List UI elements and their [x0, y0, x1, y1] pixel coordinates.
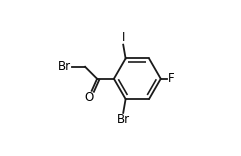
Text: Br: Br [117, 113, 130, 127]
Text: I: I [121, 31, 125, 44]
Text: Br: Br [58, 60, 71, 73]
Text: O: O [84, 91, 93, 104]
Text: F: F [168, 72, 174, 85]
